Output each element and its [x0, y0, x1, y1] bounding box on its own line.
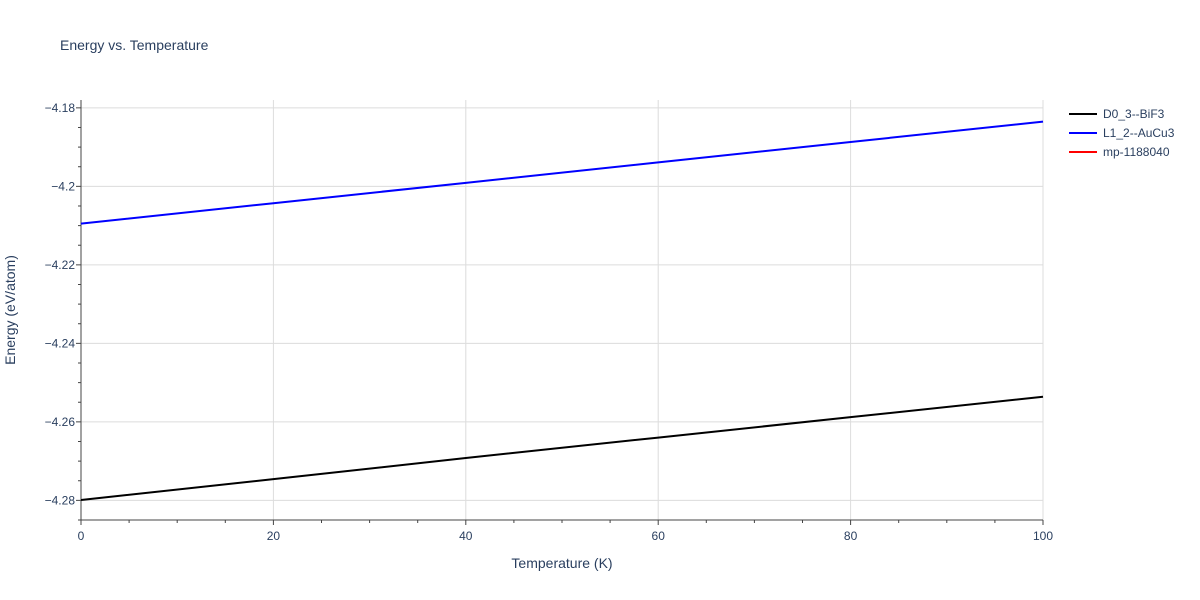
- gridlines: [81, 100, 1044, 520]
- legend-label: D0_3--BiF3: [1103, 107, 1165, 121]
- chart-title: Energy vs. Temperature: [60, 37, 209, 53]
- y-tick-label: −4.22: [45, 258, 76, 272]
- series-line-L1_2--AuCu3: [80, 120, 1044, 225]
- x-tick-label: 0: [78, 529, 85, 543]
- x-tick-label: 40: [459, 529, 473, 543]
- x-tick-label: 80: [844, 529, 858, 543]
- x-axis-title: Temperature (K): [511, 555, 612, 571]
- legend[interactable]: D0_3--BiF3 L1_2--AuCu3 mp-1188040: [1069, 107, 1175, 159]
- x-tick-label: 20: [267, 529, 281, 543]
- legend-label: mp-1188040: [1103, 145, 1170, 159]
- series-lines: [80, 120, 1044, 501]
- x-tick-label: 60: [652, 529, 666, 543]
- y-tick-label: −4.28: [45, 493, 76, 507]
- x-axis-ticks: 0 20 40 60 80 100: [78, 520, 1053, 543]
- x-tick-label: 100: [1033, 529, 1053, 543]
- legend-item[interactable]: D0_3--BiF3: [1069, 107, 1165, 121]
- axes: [80, 100, 1043, 521]
- y-tick-label: −4.2: [51, 179, 75, 193]
- y-tick-label: −4.26: [45, 415, 76, 429]
- series-line-D0_3--BiF3: [80, 395, 1044, 501]
- legend-label: L1_2--AuCu3: [1103, 126, 1175, 140]
- legend-item[interactable]: mp-1188040: [1069, 145, 1170, 159]
- y-axis-title: Energy (eV/atom): [2, 255, 18, 365]
- legend-item[interactable]: L1_2--AuCu3: [1069, 126, 1175, 140]
- y-axis-ticks: −4.28 −4.26 −4.24 −4.22 −4.2 −4.18: [45, 101, 81, 521]
- y-tick-label: −4.24: [45, 336, 76, 350]
- y-tick-label: −4.18: [45, 101, 76, 115]
